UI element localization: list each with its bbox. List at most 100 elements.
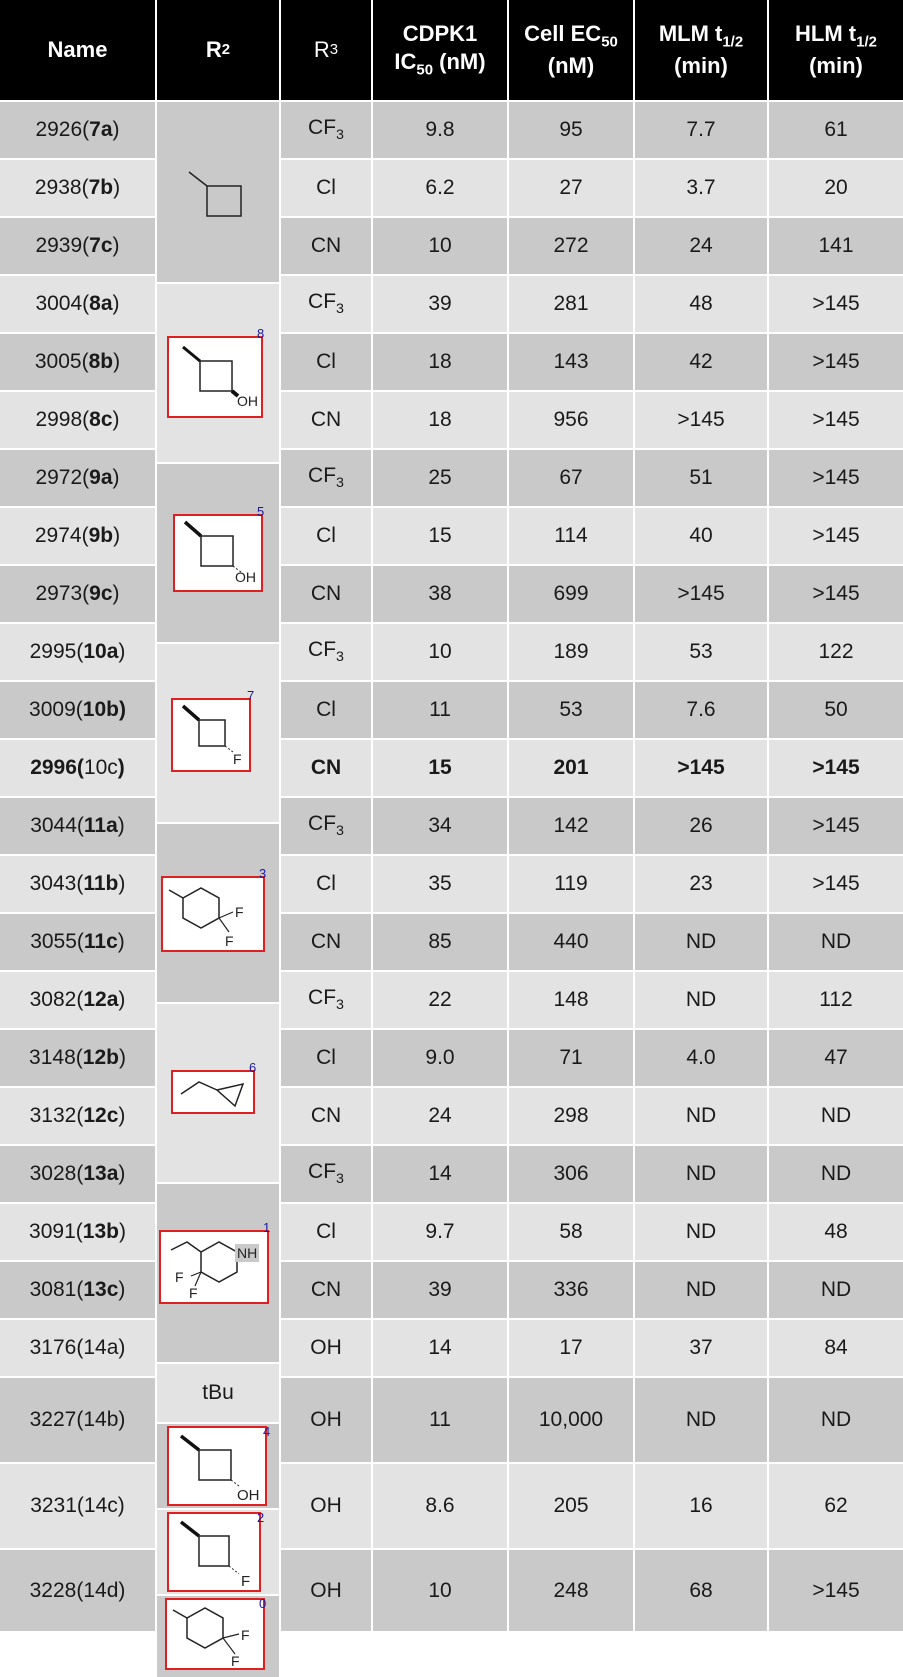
cell-ec50: 95 — [509, 102, 633, 158]
header-r3-sub: 3 — [329, 40, 339, 58]
paren-close: ) — [118, 1578, 126, 1602]
box-number-6: 6 — [249, 1060, 257, 1075]
paren-close: ) — [117, 756, 125, 779]
r3-value: CN — [310, 408, 342, 431]
paren-open: ( — [76, 756, 84, 779]
ec50-value: 272 — [553, 234, 589, 257]
paren-open: ( — [76, 1408, 84, 1431]
cell-ic50: 22 — [373, 972, 507, 1028]
header-cdpk1-ic: IC — [394, 48, 417, 74]
compound-id: 3148 — [29, 1046, 76, 1069]
r3-cf3: CF3 — [308, 812, 344, 840]
ec50-value: 95 — [559, 118, 583, 141]
cell-mlm: >145 — [635, 392, 767, 448]
compound-id: 3055 — [30, 930, 77, 953]
cell-name: 3055 (11 c) — [0, 914, 155, 970]
compound-letter: b — [106, 1046, 119, 1069]
r2-structure-box-3: F F — [161, 876, 265, 952]
compound-number: 9 — [89, 466, 101, 489]
oh-label: OH — [237, 1487, 260, 1504]
r2-group-0: F F 0 — [157, 1596, 279, 1677]
cell-mlm: ND — [635, 972, 767, 1028]
compound-number: 14 — [83, 1494, 108, 1517]
cell-ec50: 336 — [509, 1262, 633, 1318]
r3-value: CN — [310, 234, 342, 257]
3-fluorocyclobutyl-icon: F — [181, 704, 242, 767]
cell-ec50: 205 — [509, 1464, 633, 1548]
mlm-value: 3.7 — [686, 176, 716, 199]
compound-letter: b — [106, 1408, 119, 1431]
cell-name: 3043 (11 b) — [0, 856, 155, 912]
r3-value: Cl — [316, 1220, 336, 1243]
compound-number: 10 — [83, 640, 107, 663]
header-cell-unit: (nM) — [547, 53, 595, 79]
oh-label: OH — [237, 393, 258, 409]
f-label-2: F — [231, 1653, 240, 1668]
cell-r3: CF3CF3 — [281, 972, 371, 1028]
cell-ic50: 9.8 — [373, 102, 507, 158]
f-label-1: F — [241, 1627, 250, 1643]
hlm-value: 112 — [819, 988, 853, 1011]
cell-ic50: 10 — [373, 218, 507, 274]
header-cdpk1-line1: CDPK1 — [402, 21, 478, 47]
paren-open: ( — [75, 1220, 83, 1243]
compound-letter: b — [105, 872, 119, 895]
compound-id: 3228 — [29, 1578, 77, 1602]
mlm-value: ND — [685, 988, 717, 1011]
ic50-value: 6.2 — [425, 176, 455, 199]
ic50-value: 10 — [428, 1578, 452, 1602]
paren-close: ) — [112, 582, 120, 605]
compound-number: 10 — [82, 698, 107, 721]
cell-r3: CF3CF3 — [281, 102, 371, 158]
header-mlm-unit: (min) — [674, 53, 728, 79]
ec50-value: 58 — [559, 1220, 583, 1243]
compound-number: 7 — [88, 176, 101, 199]
4,4-difluorocyclohexyl-icon: F F — [168, 887, 244, 949]
cis-3-hydroxycyclobutyl-icon: OH — [182, 345, 258, 409]
cell-r3: Cl — [281, 1204, 371, 1260]
paren-open: ( — [76, 1278, 84, 1301]
cell-ic50: 24 — [373, 1088, 507, 1144]
ic50-value: 22 — [428, 988, 452, 1011]
header-hlm-line1: HLM t1/2 — [795, 20, 877, 52]
r2-group-7: F 7 — [157, 644, 279, 822]
compound-id: 3044 — [30, 814, 77, 837]
compound-number: 11 — [83, 814, 107, 837]
cell-hlm: ND — [769, 1262, 903, 1318]
compound-number: 9 — [89, 582, 101, 605]
cell-name: 3028 (13 a) — [0, 1146, 155, 1202]
fluorocyclobutyl-icon: F — [179, 1520, 250, 1590]
ec50-value: 189 — [553, 640, 589, 663]
ic50-value: 39 — [428, 292, 452, 315]
ec50-value: 119 — [554, 872, 588, 895]
compound-letter: a — [100, 466, 113, 489]
paren-close: ) — [118, 698, 126, 721]
r2-group-8: OH 8 — [157, 284, 279, 462]
paren-open: ( — [76, 1162, 84, 1185]
hlm-value: 50 — [824, 698, 848, 721]
mlm-value: 4.0 — [686, 1046, 716, 1069]
ic50-value: 18 — [428, 350, 452, 373]
ethylcyclopropane-icon — [180, 1081, 245, 1108]
paren-open: ( — [76, 1578, 84, 1602]
compound-id: 2974 — [34, 524, 82, 547]
ec50-value: 10,000 — [538, 1408, 604, 1431]
cell-ic50: 38 — [373, 566, 507, 622]
compound-id: 3005 — [34, 350, 82, 373]
cell-mlm: 26 — [635, 798, 767, 854]
mlm-value: 26 — [689, 814, 713, 837]
r2-structure-box-0: F F — [165, 1598, 265, 1670]
cell-mlm: 3.7 — [635, 160, 767, 216]
box-number-3: 3 — [259, 866, 267, 881]
cell-name: 3082 (12 a) — [0, 972, 155, 1028]
compound-number: 8 — [89, 408, 101, 431]
cell-name: 2995 (10 a) — [0, 624, 155, 680]
compound-letter: a — [106, 988, 119, 1011]
trans-3-hydroxycyclobutyl-icon: OH — [183, 520, 256, 585]
compound-id: 2926 — [35, 118, 83, 141]
paren-open: ( — [76, 872, 84, 895]
paren-close: ) — [113, 350, 121, 373]
hlm-value: 20 — [824, 176, 848, 199]
r3-cf3: CF3 — [308, 116, 344, 144]
paren-open: ( — [81, 350, 89, 373]
